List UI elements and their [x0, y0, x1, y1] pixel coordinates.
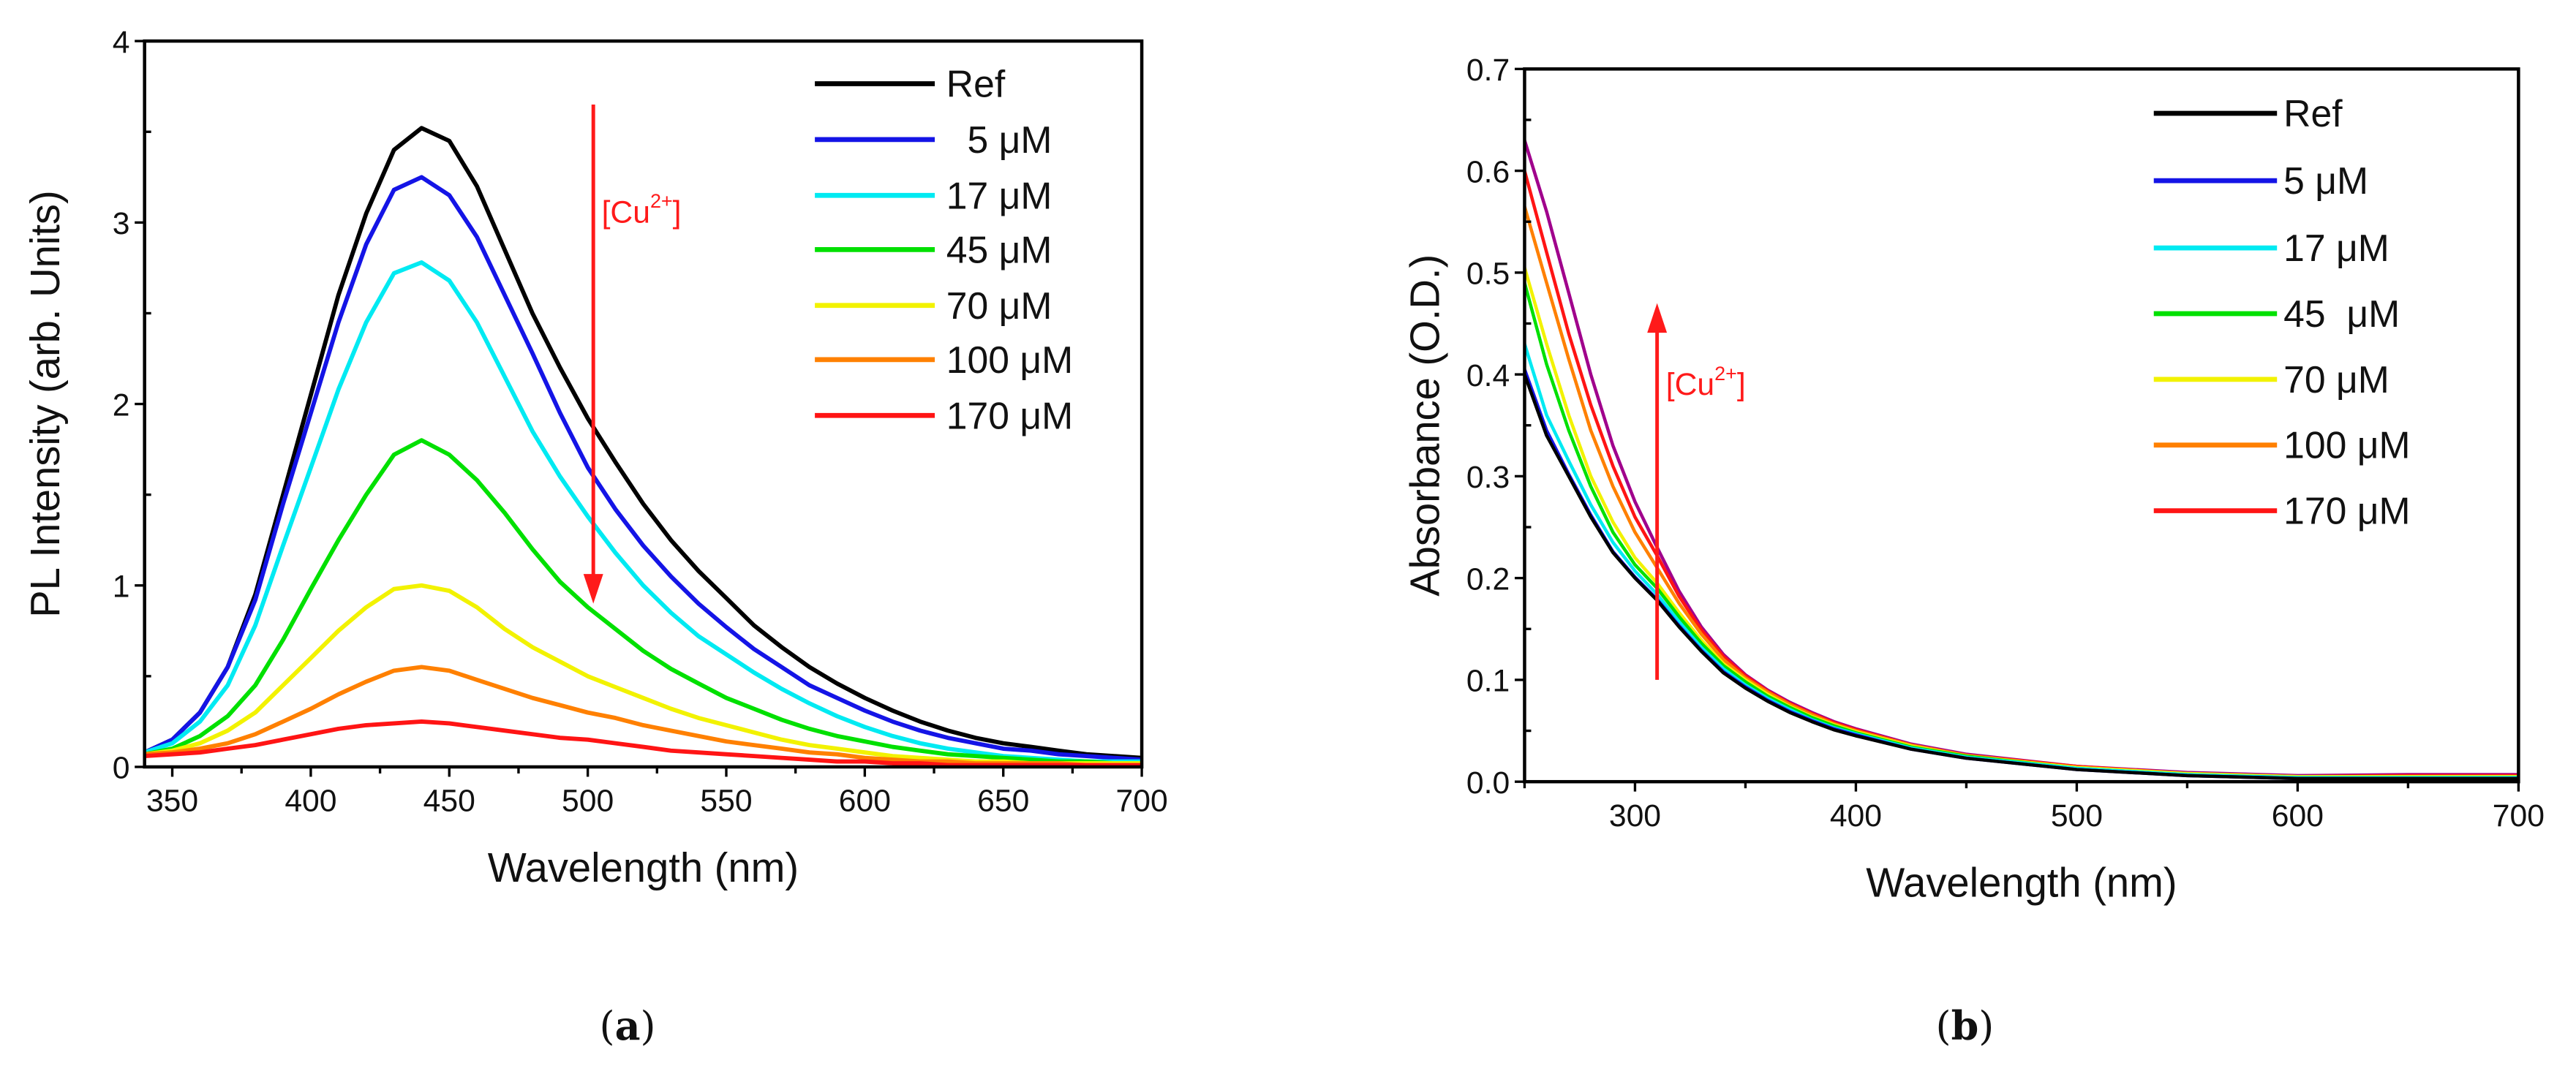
- legend-item: 170 μM: [815, 394, 1073, 436]
- legend-item: 5 μM: [2153, 159, 2368, 202]
- y-tick-label: 0.2: [1466, 561, 1510, 597]
- series-line-17uM: [1524, 343, 2519, 779]
- x-tick-label: 400: [285, 784, 336, 819]
- y-tick-label: 3: [113, 206, 130, 241]
- y-tick-label: 0: [113, 751, 130, 786]
- legend-item: 100 μM: [2153, 424, 2411, 466]
- y-tick-label: 2: [113, 387, 130, 423]
- x-axis-title: Wavelength (nm): [488, 844, 799, 890]
- legend-item: 70 μM: [815, 284, 1052, 327]
- legend-item: 45 μM: [815, 228, 1052, 271]
- annotation-arrow-head: [1647, 303, 1668, 333]
- legend-label: 100 μM: [2283, 424, 2410, 466]
- x-tick-label: 350: [146, 784, 198, 819]
- y-tick-label: 0.3: [1466, 460, 1510, 495]
- y-tick-label: 1: [113, 569, 130, 604]
- x-axis-title: Wavelength (nm): [1866, 859, 2177, 905]
- legend-label: Ref: [2283, 92, 2343, 135]
- x-tick-label: 700: [2493, 798, 2545, 833]
- x-tick-label: 450: [423, 784, 475, 819]
- caption-b: (b): [1936, 1002, 1995, 1049]
- legend-label: 170 μM: [2283, 490, 2410, 532]
- legend-item: 17 μM: [2153, 227, 2389, 269]
- y-tick-label: 0.7: [1466, 53, 1510, 88]
- annotation-close: ]: [673, 194, 682, 230]
- y-tick-label: 0.0: [1466, 765, 1510, 801]
- x-tick-label: 400: [1830, 798, 1882, 833]
- legend-item: Ref: [2153, 92, 2343, 135]
- y-tick-label: 0.6: [1466, 154, 1510, 189]
- legend-label: 170 μM: [946, 394, 1073, 436]
- y-tick-label: 0.5: [1466, 257, 1510, 292]
- legend-label: 45 μM: [946, 228, 1052, 271]
- series-line-100uM: [144, 665, 1142, 767]
- legend-item: 100 μM: [815, 339, 1073, 381]
- legend-item: 170 μM: [2153, 490, 2411, 532]
- x-tick-label: 500: [2051, 798, 2103, 833]
- legend-item: 45 μM: [2153, 292, 2400, 335]
- series-line-17uM: [144, 260, 1142, 764]
- caption-b-letter: b: [1951, 1002, 1979, 1049]
- annotation-text: [Cu: [1666, 367, 1714, 402]
- annotation-superscript: 2+: [1714, 363, 1737, 385]
- annotation-arrow-head: [583, 574, 603, 604]
- series-line-Ref: [144, 126, 1142, 760]
- y-tick-label: 0.1: [1466, 664, 1510, 699]
- series-line-Ref: [1524, 374, 2519, 781]
- x-tick-label: 600: [839, 784, 891, 819]
- chart-panel-a: 0 1 2 3 4 350 400 450 500 550 600 650 700 Wavelength …: [22, 25, 1168, 890]
- y-tick-label: 0.4: [1466, 358, 1510, 393]
- caption-a-letter: a: [615, 1002, 641, 1049]
- annotation-superscript: 2+: [650, 190, 673, 212]
- chart-panel-b: 0.0 0.1 0.2 0.3 0.4 0.5 0.6 0.7 300 400 500 600 700 W…: [1402, 53, 2545, 905]
- annotation-close: ]: [1737, 367, 1746, 402]
- series-line-5uM: [144, 175, 1142, 762]
- x-tick-label: 550: [700, 784, 752, 819]
- legend-label: 100 μM: [946, 339, 1073, 381]
- legend-label: 17 μM: [2283, 227, 2389, 269]
- annotation-label: [Cu2+]: [1666, 363, 1746, 402]
- x-tick-label: 500: [562, 784, 614, 819]
- series-line-170uM: [144, 719, 1142, 767]
- legend-label: 5 μM: [2283, 159, 2368, 202]
- x-tick-label: 700: [1116, 784, 1168, 819]
- y-tick-label: 4: [113, 25, 130, 60]
- annotation-text: [Cu: [602, 194, 650, 230]
- caption-a: (a): [600, 1002, 656, 1049]
- legend-item: 17 μM: [815, 174, 1052, 216]
- y-axis-title: Absorbance (O.D.): [1402, 254, 1448, 597]
- legend-item: 70 μM: [2153, 358, 2389, 401]
- legend-label: 5 μM: [946, 118, 1052, 161]
- legend-label: 17 μM: [946, 174, 1052, 216]
- legend-label: Ref: [946, 63, 1006, 105]
- annotation-label: [Cu2+]: [602, 190, 682, 230]
- legend-label: 45 μM: [2283, 292, 2400, 335]
- x-tick-label: 650: [977, 784, 1029, 819]
- legend-item: Ref: [815, 63, 1006, 105]
- legend-item: 5 μM: [815, 118, 1052, 161]
- legend-label: 70 μM: [2283, 358, 2389, 401]
- y-axis-title: PL Intensity (arb. Units): [22, 190, 68, 618]
- x-tick-label: 600: [2272, 798, 2324, 833]
- series-line-45uM: [144, 438, 1142, 765]
- legend-label: 70 μM: [946, 284, 1052, 327]
- x-tick-label: 300: [1609, 798, 1661, 833]
